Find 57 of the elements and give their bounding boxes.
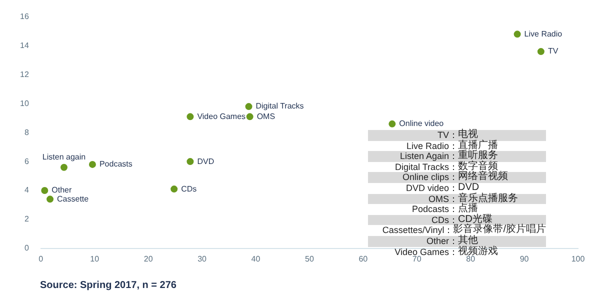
y-tick-label: 16 — [20, 12, 30, 22]
annotation: Live Radio：直播广播 — [405, 140, 498, 151]
x-tick-label: 50 — [304, 254, 314, 264]
annotation: Podcasts：点播 — [410, 203, 478, 214]
point — [514, 30, 521, 38]
point — [170, 186, 178, 193]
annotation: Listen Again：重听服务 — [398, 150, 498, 162]
x-tick-label: 80 — [466, 254, 476, 264]
annotation: CDs — [181, 184, 197, 194]
source-note: Source: Spring 2017, n = 276 — [40, 280, 176, 291]
x-tick-label: 90 — [520, 254, 530, 264]
y-tick-label: 14 — [20, 40, 30, 50]
point — [186, 113, 194, 120]
annotation: TV — [548, 46, 559, 56]
point — [245, 103, 252, 110]
annotation: OMS：音乐点播服务 — [427, 192, 518, 204]
x-tick-label: 70 — [412, 254, 422, 264]
annotation: Other：其他 — [426, 234, 478, 246]
y-tick-label: 8 — [24, 128, 30, 137]
annotation: Online video — [399, 119, 444, 128]
annotation: Listen again — [42, 152, 86, 162]
annotation: Digital Tracks — [256, 102, 304, 111]
point — [60, 164, 68, 171]
point — [186, 158, 194, 166]
y-tick-label: 2 — [24, 214, 30, 224]
annotation: Cassettes/Vinyl：影音录像带/胶片唱片 — [381, 224, 546, 236]
annotation: Video Games：视频游戏 — [394, 246, 498, 257]
x-tick-label: 30 — [198, 254, 208, 264]
x-tick-label: 0 — [38, 254, 44, 264]
x-tick-label: 100 — [571, 254, 586, 264]
annotation: Digital Tracks：数字音频 — [394, 160, 498, 172]
point — [246, 113, 254, 120]
annotation: Online clips：网络音视频 — [402, 171, 508, 183]
annotation: CDs：CD光碟 — [430, 214, 492, 225]
annotation: DVD — [197, 156, 214, 166]
annotation: Video Games — [197, 112, 246, 121]
point — [41, 187, 48, 194]
x-tick-label: 20 — [144, 254, 154, 264]
annotation: DVD video：DVD — [404, 182, 480, 193]
annotation: Podcasts — [99, 160, 132, 169]
x-tick-label: 60 — [358, 254, 368, 264]
y-tick-label: 6 — [24, 156, 30, 166]
annotation: Live Radio — [524, 29, 563, 38]
annotation: Cassette — [57, 194, 90, 204]
annotation: Other — [52, 186, 72, 195]
annotation: OMS — [256, 112, 276, 121]
y-tick-label: 12 — [20, 70, 30, 79]
x-tick-label: 40 — [251, 254, 261, 264]
point — [537, 48, 544, 56]
point — [388, 120, 396, 128]
y-tick-label: 10 — [20, 98, 30, 108]
point — [88, 160, 96, 168]
point — [46, 196, 54, 203]
y-tick-label: 0 — [24, 244, 30, 253]
x-tick-label: 10 — [90, 254, 100, 264]
y-tick-label: 4 — [24, 186, 30, 195]
annotation: TV：电视 — [436, 129, 478, 140]
